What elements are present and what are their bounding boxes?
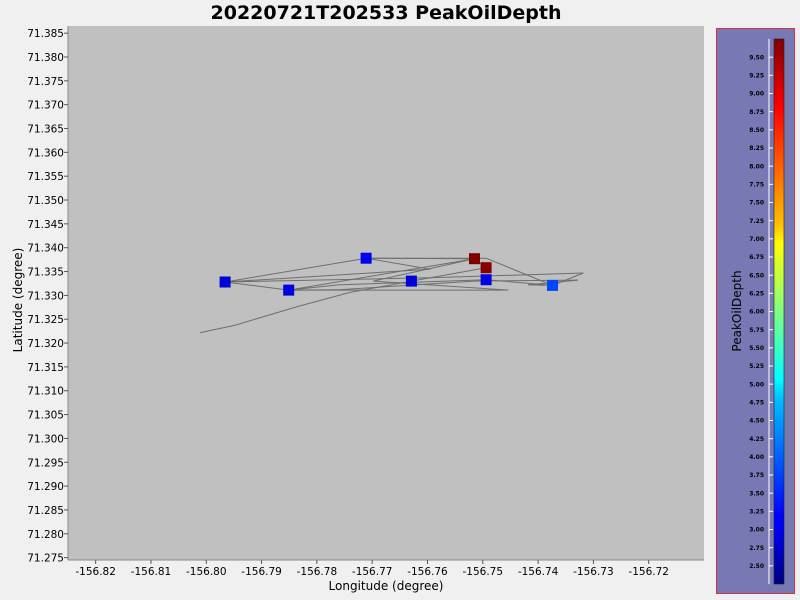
y-tick-label: 71.350	[27, 195, 64, 207]
colorbar-tick-label: 3.25	[749, 509, 764, 516]
x-tick-label: -156.73	[573, 566, 614, 578]
y-tick-label: 71.330	[27, 290, 64, 302]
colorbar-ticks: 2.50 2.75 3.00 3.25 3.50 3.75 4.00 4.25 4.50 4.75…	[749, 54, 773, 570]
track-lines	[200, 257, 584, 334]
track-segment	[474, 279, 578, 282]
colorbar-tick-label: 7.25	[749, 218, 764, 225]
x-tick-label: -156.72	[628, 566, 669, 578]
colorbar-tick-label: 9.50	[749, 54, 764, 61]
track-segment	[430, 272, 584, 279]
colorbar-tick-label: 9.25	[749, 73, 764, 80]
x-axis-label: Longitude (degree)	[329, 579, 444, 593]
y-tick-label: 71.340	[27, 243, 64, 255]
colorbar-tick-label: 5.00	[749, 381, 764, 388]
data-point	[283, 284, 295, 296]
colorbar-label: PeakOilDepth	[730, 270, 744, 351]
track-segment	[297, 292, 350, 307]
colorbar-tick-label: 6.50	[749, 272, 764, 279]
data-point	[547, 279, 558, 291]
y-tick-label: 71.300	[27, 433, 64, 445]
x-axis-ticks: -156.82 -156.81 -156.80 -156.79 -156.78 -156.…	[75, 560, 669, 578]
colorbar-tick-label: 4.00	[749, 454, 764, 461]
colorbar-tick-label: 2.50	[749, 563, 764, 570]
track-segment	[288, 258, 475, 291]
y-tick-label: 71.280	[27, 529, 64, 541]
y-tick-label: 71.380	[27, 52, 64, 64]
data-point	[360, 252, 372, 264]
data-point	[405, 275, 417, 287]
track-segment	[373, 280, 509, 291]
y-tick-label: 71.335	[27, 267, 64, 279]
track-segment	[225, 277, 431, 283]
colorbar-tick-label: 5.50	[749, 345, 764, 352]
x-tick-label: -156.82	[75, 566, 116, 578]
y-tick-label: 71.365	[27, 124, 64, 136]
colorbar-tick-label: 4.25	[749, 436, 764, 443]
colorbar-tick-label: 8.25	[749, 145, 764, 152]
y-tick-label: 71.320	[27, 338, 64, 350]
colorbar-tick-label: 8.75	[749, 109, 764, 116]
y-tick-label: 71.360	[27, 147, 64, 159]
y-tick-label: 71.355	[27, 171, 64, 183]
plot-area	[68, 26, 704, 560]
colorbar-tick-label: 4.75	[749, 400, 764, 407]
track-segment	[225, 281, 289, 291]
track-segment	[225, 257, 367, 283]
y-tick-label: 71.315	[27, 362, 64, 374]
colorbar-gradient	[773, 38, 785, 585]
colorbar-tick-label: 7.50	[749, 200, 764, 207]
track-segment	[225, 268, 431, 283]
track-segment	[411, 267, 487, 282]
colorbar-tick-label: 6.25	[749, 291, 764, 298]
chart-title: 20220721T202533 PeakOilDepth	[211, 2, 562, 24]
y-tick-label: 71.345	[27, 219, 64, 231]
colorbar-tick-label: 8.50	[749, 127, 764, 134]
data-point	[480, 262, 492, 274]
colorbar-tick-label: 3.00	[749, 527, 764, 534]
colorbar-tick-label: 8.00	[749, 163, 764, 170]
y-tick-label: 71.375	[27, 76, 64, 88]
colorbar-tick-label: 9.00	[749, 91, 764, 98]
y-tick-label: 71.290	[27, 481, 64, 493]
y-axis-ticks: 71.385 71.380 71.375 71.370 71.365 71.360 71.3…	[27, 28, 68, 565]
colorbar-tick-label: 7.00	[749, 236, 764, 243]
track-segment	[366, 257, 431, 270]
colorbar-tick-label: 4.50	[749, 418, 764, 425]
data-point	[480, 274, 492, 286]
colorbar-tick-label: 5.25	[749, 363, 764, 370]
track-segment	[288, 284, 338, 291]
y-tick-label: 71.370	[27, 100, 64, 112]
y-tick-label: 71.285	[27, 505, 64, 517]
data-point	[469, 253, 480, 265]
y-tick-label: 71.295	[27, 457, 64, 469]
y-tick-label: 71.275	[27, 553, 64, 565]
colorbar-tick-label: 6.75	[749, 254, 764, 261]
x-tick-label: -156.80	[186, 566, 227, 578]
colorbar-tick-label: 2.75	[749, 545, 764, 552]
colorbar-tick-label: 6.00	[749, 309, 764, 316]
colorbar-tick-label: 3.75	[749, 472, 764, 479]
x-tick-label: -156.75	[463, 566, 504, 578]
data-points	[219, 252, 558, 296]
data-point	[219, 276, 231, 288]
y-tick-label: 71.310	[27, 386, 64, 398]
y-tick-label: 71.305	[27, 410, 64, 422]
track-segment	[373, 258, 475, 282]
x-tick-label: -156.79	[241, 566, 282, 578]
y-axis-label: Latitude (degree)	[11, 248, 25, 353]
x-tick-label: -156.78	[297, 566, 338, 578]
x-tick-label: -156.77	[352, 566, 393, 578]
colorbar-tick-label: 3.50	[749, 490, 764, 497]
x-tick-label: -156.81	[131, 566, 172, 578]
y-tick-label: 71.385	[27, 28, 64, 40]
colorbar-tick-label: 5.75	[749, 327, 764, 334]
y-tick-label: 71.325	[27, 314, 64, 326]
track-segment	[200, 324, 235, 334]
x-tick-label: -156.74	[518, 566, 559, 578]
track-segment	[234, 305, 299, 326]
x-tick-label: -156.76	[407, 566, 448, 578]
colorbar-tick-label: 7.75	[749, 182, 764, 189]
